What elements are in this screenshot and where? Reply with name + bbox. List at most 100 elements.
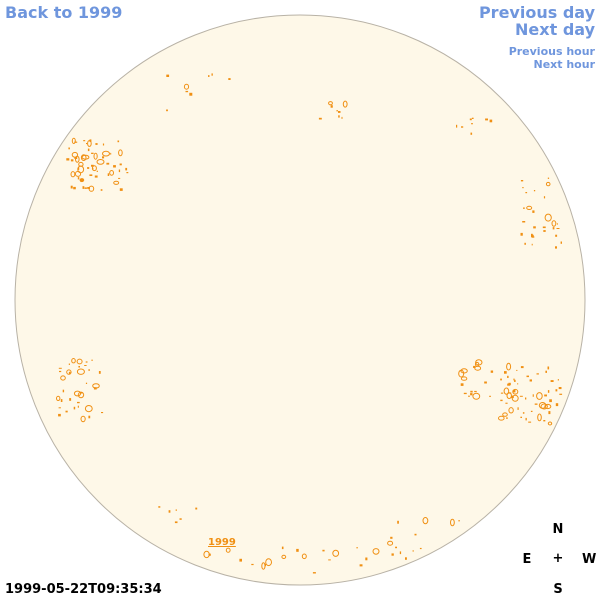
active-region-mark (174, 521, 178, 524)
active-region-mark (547, 177, 550, 179)
active-region-mark (359, 564, 363, 567)
active-region-mark (102, 156, 105, 159)
previous-day-link[interactable]: Previous day (478, 3, 595, 22)
active-region-mark (558, 387, 562, 390)
solar-disk (14, 14, 586, 586)
next-day-link[interactable]: Next day (515, 20, 595, 39)
active-regions (56, 73, 563, 574)
active-region-mark (520, 232, 523, 236)
active-region-mark (505, 402, 508, 404)
active-region-mark (342, 100, 348, 108)
active-region-mark (560, 241, 562, 244)
active-region-mark (538, 402, 547, 409)
active-region-mark (544, 213, 552, 222)
active-region-mark (195, 507, 198, 510)
active-region-mark (507, 375, 509, 378)
active-region-mark (60, 375, 66, 381)
active-region-mark (548, 411, 551, 415)
active-region-mark (75, 155, 80, 163)
active-region-mark (511, 394, 519, 402)
back-to-year-link[interactable]: Back to 1999 (5, 3, 123, 22)
active-region-mark (524, 242, 526, 245)
active-region-mark (500, 399, 503, 402)
active-region-mark (387, 540, 394, 546)
active-region-mark (545, 370, 547, 373)
active-region-mark (98, 371, 101, 374)
active-region-mark (58, 413, 61, 417)
active-region-mark (239, 558, 242, 562)
active-region-mark (175, 509, 177, 511)
active-region-mark (511, 396, 513, 398)
active-region-mark (69, 398, 72, 401)
active-region-mark (530, 410, 533, 412)
active-region-mark (525, 192, 528, 194)
active-region-mark (532, 210, 535, 213)
active-region-mark (102, 143, 105, 146)
previous-hour-link[interactable]: Previous hour (508, 45, 595, 58)
year-link[interactable]: 1999 (208, 537, 236, 548)
active-region-mark (540, 403, 548, 410)
active-region-mark (73, 406, 76, 410)
active-region-mark (559, 393, 563, 395)
compass-south: S (553, 582, 563, 597)
active-region-mark (474, 390, 477, 393)
active-region-mark (399, 551, 402, 555)
active-region-mark (86, 143, 88, 145)
active-region-mark (79, 392, 83, 394)
active-region-mark (520, 416, 522, 418)
active-region-mark (422, 517, 429, 525)
active-region-mark (189, 92, 193, 96)
active-region-mark (502, 412, 508, 417)
active-region-mark (58, 367, 62, 369)
active-region-mark (281, 546, 284, 550)
active-region-mark (113, 165, 116, 168)
active-region-mark (532, 394, 534, 397)
active-region-mark (87, 167, 90, 169)
active-region-mark (91, 164, 94, 167)
active-region-mark (87, 140, 92, 147)
active-region-mark (89, 174, 93, 176)
active-region-mark (543, 196, 546, 199)
active-region-mark (208, 75, 210, 77)
next-hour-link[interactable]: Next hour (533, 58, 596, 71)
active-region-mark (514, 379, 516, 382)
active-region-mark (85, 361, 88, 363)
active-region-mark (522, 412, 525, 414)
compass-north: N (552, 522, 564, 537)
active-region-mark (106, 162, 110, 165)
active-region-mark (332, 549, 340, 557)
active-region-mark (458, 520, 460, 522)
active-region-mark (412, 550, 414, 552)
active-region-mark (503, 387, 510, 395)
active-region-mark (91, 359, 93, 361)
active-region-mark (59, 370, 62, 373)
active-region-mark (183, 83, 190, 90)
active-region-mark (107, 173, 110, 176)
active-region-mark (296, 548, 299, 552)
active-region-mark (126, 172, 129, 174)
active-region-mark (119, 188, 123, 191)
year-label[interactable]: 1999 (208, 537, 236, 548)
active-region-mark (458, 369, 465, 378)
active-region-mark (77, 177, 80, 180)
active-region-mark (336, 110, 338, 112)
active-region-mark (68, 363, 70, 365)
active-region-mark (500, 392, 504, 394)
active-region-mark (93, 152, 98, 160)
active-region-mark (92, 167, 94, 170)
active-region-mark (506, 362, 512, 371)
active-region-mark (84, 187, 87, 189)
active-region-mark (460, 376, 468, 381)
active-region-mark (68, 371, 71, 375)
active-region-mark (88, 369, 90, 371)
active-region-mark (211, 73, 213, 76)
active-region-mark (555, 389, 558, 392)
active-region-mark (450, 518, 455, 527)
active-region-mark (547, 366, 550, 370)
active-region-mark (119, 163, 122, 166)
active-region-mark (166, 109, 168, 112)
active-region-mark (228, 78, 231, 80)
active-region-mark (87, 187, 90, 189)
active-region-mark (118, 149, 123, 157)
active-region-mark (555, 234, 558, 237)
